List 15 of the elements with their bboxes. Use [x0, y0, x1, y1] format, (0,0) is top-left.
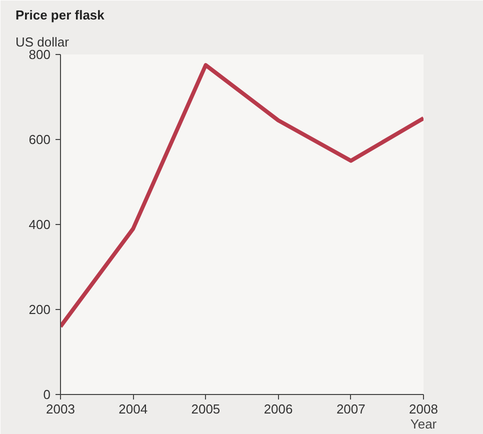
x-tick-label: 2007	[336, 402, 366, 416]
y-tick-label: 200	[28, 302, 51, 317]
y-tick-label: 800	[28, 47, 51, 62]
x-tick-label: 2004	[118, 402, 148, 416]
x-tick-label: 2003	[46, 402, 75, 416]
x-tick-label: 2008	[409, 402, 438, 416]
chart-subtitle: US dollar	[16, 34, 70, 50]
y-tick-label: 600	[28, 132, 51, 147]
x-tick-label: 2005	[191, 402, 220, 416]
y-tick-label: 0	[43, 387, 51, 402]
chart-title: Price per flask	[16, 8, 106, 22]
line-series	[60, 63, 424, 328]
x-tick-label: 2006	[264, 402, 293, 416]
x-axis-title: Year	[410, 416, 438, 432]
y-tick-label: 400	[28, 217, 51, 232]
